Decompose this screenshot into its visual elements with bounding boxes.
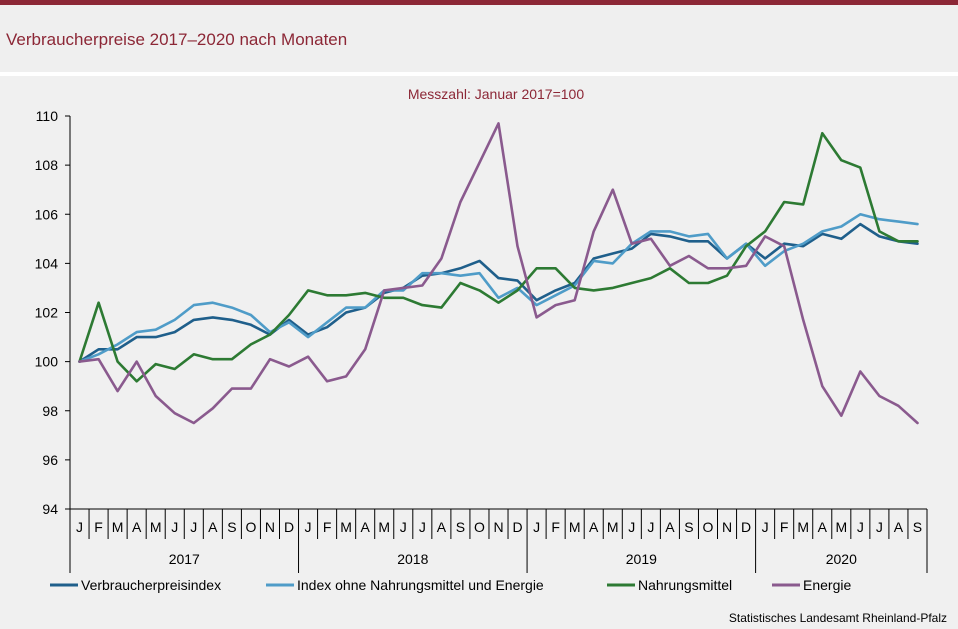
page-title: Verbraucherpreise 2017–2020 nach Monaten [6, 30, 348, 49]
x-tick-label: S [684, 519, 693, 535]
x-tick-label: J [400, 519, 407, 535]
x-tick-label: M [797, 519, 809, 535]
x-tick-label: N [265, 519, 275, 535]
year-label: 2018 [397, 551, 428, 567]
x-tick-label: A [361, 519, 371, 535]
x-tick-label: O [245, 519, 256, 535]
x-tick-label: A [665, 519, 675, 535]
x-tick-label: M [835, 519, 847, 535]
x-tick-label: J [762, 519, 769, 535]
x-tick-label: S [227, 519, 236, 535]
x-tick-label: O [474, 519, 485, 535]
series-line-2 [78, 213, 919, 363]
x-tick-label: N [493, 519, 503, 535]
y-tick-label: 104 [35, 255, 59, 271]
legend-label: Verbraucherpreisindex [81, 577, 221, 593]
x-tick-label: F [780, 519, 789, 535]
top-accent-bar [0, 0, 958, 5]
x-tick-label: J [171, 519, 178, 535]
year-label: 2017 [169, 551, 200, 567]
x-tick-label: M [607, 519, 619, 535]
x-tick-label: M [150, 519, 162, 535]
chart-area: Messzahl: Januar 2017=100 Statistisches … [0, 76, 958, 629]
x-tick-label: A [132, 519, 142, 535]
x-tick-label: J [419, 519, 426, 535]
x-tick-label: J [76, 519, 83, 535]
header: Verbraucherpreise 2017–2020 nach Monaten [0, 5, 958, 72]
chart-subtitle: Messzahl: Januar 2017=100 [408, 86, 584, 102]
x-tick-label: O [703, 519, 714, 535]
x-tick-label: A [437, 519, 447, 535]
y-tick-label: 106 [35, 206, 59, 222]
x-tick-label: F [323, 519, 332, 535]
x-tick-label: A [894, 519, 904, 535]
x-tick-label: N [722, 519, 732, 535]
y-tick-label: 100 [35, 354, 59, 370]
x-tick-label: M [112, 519, 124, 535]
legend-label: Energie [803, 577, 851, 593]
x-tick-label: S [456, 519, 465, 535]
x-tick-label: J [305, 519, 312, 535]
series-line-3 [78, 131, 919, 383]
legend-label: Nahrungsmittel [638, 577, 732, 593]
year-label: 2020 [826, 551, 857, 567]
legend-label: Index ohne Nahrungsmittel und Energie [297, 577, 544, 593]
y-tick-label: 98 [42, 403, 58, 419]
series-line-4 [78, 122, 919, 425]
x-tick-label: J [647, 519, 654, 535]
x-tick-label: J [857, 519, 864, 535]
y-tick-label: 108 [35, 157, 59, 173]
y-tick-label: 102 [35, 305, 59, 321]
x-tick-label: D [512, 519, 522, 535]
x-tick-label: A [818, 519, 828, 535]
x-tick-label: D [284, 519, 294, 535]
x-tick-label: J [876, 519, 883, 535]
x-tick-label: M [569, 519, 581, 535]
x-tick-label: J [533, 519, 540, 535]
y-tick-label: 96 [42, 452, 58, 468]
x-tick-label: F [94, 519, 103, 535]
x-tick-label: A [589, 519, 599, 535]
y-tick-label: 110 [36, 108, 59, 124]
x-tick-label: D [741, 519, 751, 535]
source-note: Statistisches Landesamt Rheinland-Pfalz [729, 611, 947, 625]
x-tick-label: M [378, 519, 390, 535]
line-chart: Messzahl: Januar 2017=100 Statistisches … [35, 86, 947, 625]
x-tick-label: F [551, 519, 560, 535]
x-tick-label: J [190, 519, 197, 535]
y-tick-label: 94 [42, 501, 58, 517]
x-tick-label: A [208, 519, 218, 535]
x-tick-label: S [913, 519, 922, 535]
year-label: 2019 [626, 551, 657, 567]
x-tick-label: M [340, 519, 352, 535]
series-line-1 [78, 222, 919, 363]
x-tick-label: J [628, 519, 635, 535]
